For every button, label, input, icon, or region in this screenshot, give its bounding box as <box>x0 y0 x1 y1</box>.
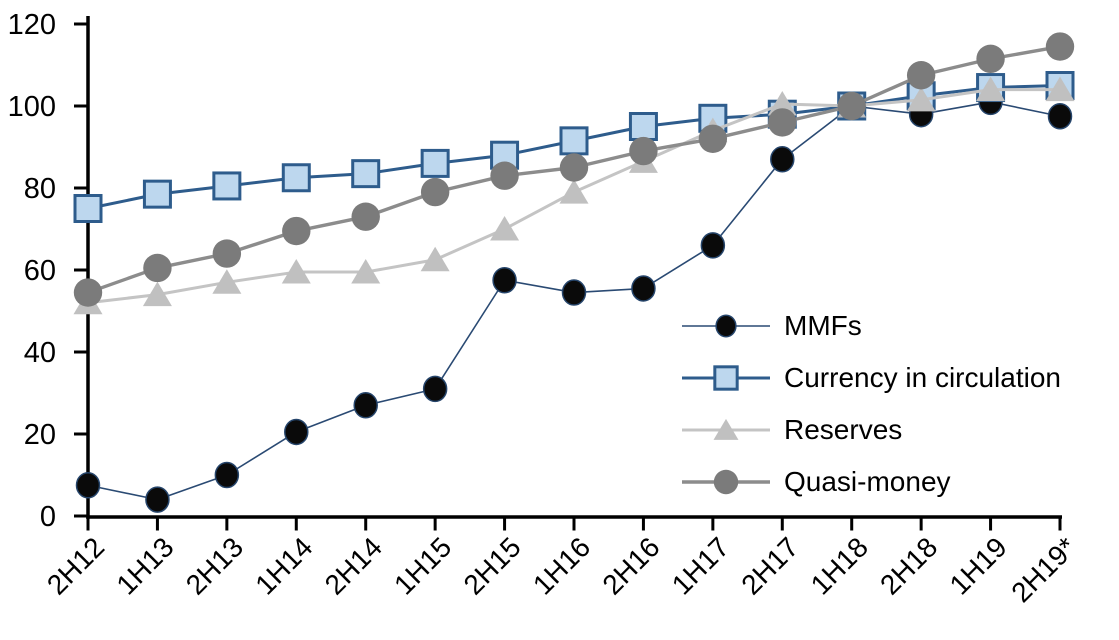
x-axis-label: 2H12 <box>41 531 110 600</box>
x-axis-label: 2H17 <box>735 531 804 600</box>
data-point-gray-circle <box>559 153 589 182</box>
legend-label-currency: Currency in circulation <box>784 362 1061 393</box>
x-axis-label: 1H17 <box>666 531 735 600</box>
data-point-gray-circle <box>420 177 450 207</box>
data-point-gray-triangle <box>142 281 172 307</box>
data-point-gray-circle <box>698 124 728 153</box>
data-point-gray-triangle <box>420 246 450 272</box>
data-point-blue-square <box>142 179 172 209</box>
data-point-black-circle <box>284 418 309 446</box>
data-point-black-circle <box>715 314 737 338</box>
x-axis-label: 1H18 <box>805 531 874 600</box>
data-point-blue-square <box>281 163 311 193</box>
x-axis-label: 1H13 <box>110 531 179 600</box>
legend-marker-swatch <box>682 365 770 391</box>
data-point-gray-triangle <box>212 269 242 294</box>
data-point-gray-circle <box>976 44 1005 74</box>
y-axis-label: 100 <box>8 91 56 123</box>
data-point-gray-triangle <box>713 418 739 440</box>
x-axis-label: 2H19* <box>1005 531 1082 608</box>
data-point-blue-square <box>351 159 381 189</box>
legend-item-reserves: Reserves <box>680 404 1061 456</box>
x-axis-label: 2H18 <box>874 531 943 600</box>
data-point-blue-square <box>420 148 450 178</box>
legend: MMFs Currency in circulation Reserves Qu… <box>680 300 1061 508</box>
y-axis-label: 120 <box>8 9 56 41</box>
data-point-gray-circle <box>768 108 797 137</box>
y-axis-label: 0 <box>40 501 56 533</box>
x-axis-label: 1H15 <box>388 531 457 600</box>
x-axis-label: 2H13 <box>180 531 249 600</box>
reserves-marker-icon <box>680 412 772 448</box>
legend-marker-swatch <box>682 314 770 338</box>
y-axis-label: 80 <box>24 173 56 205</box>
legend-item-quasi-money: Quasi-money <box>680 456 1061 508</box>
data-point-gray-circle <box>837 91 866 121</box>
x-axis-label: 2H15 <box>458 531 527 600</box>
currency-marker-icon <box>680 360 772 396</box>
data-point-blue-square <box>713 365 739 391</box>
data-point-blue-square <box>212 171 242 201</box>
y-axis-label: 40 <box>24 337 56 369</box>
series-quasi-money <box>73 32 1075 307</box>
data-point-gray-triangle <box>490 216 520 241</box>
data-point-gray-circle <box>713 469 739 495</box>
data-point-gray-circle <box>73 278 103 307</box>
legend-marker-swatch <box>682 418 770 440</box>
data-point-black-circle <box>422 375 448 403</box>
data-point-gray-triangle <box>281 259 311 284</box>
data-point-gray-circle <box>1045 32 1075 61</box>
data-point-blue-square <box>73 194 103 223</box>
data-point-black-circle <box>770 146 795 173</box>
x-axis-label: 1H19 <box>944 531 1013 600</box>
x-axis-label: 2H14 <box>319 531 388 600</box>
data-point-gray-circle <box>906 61 936 90</box>
legend-label-quasi-money: Quasi-money <box>784 466 951 497</box>
mmfs-marker-icon <box>680 308 772 344</box>
data-point-gray-triangle <box>976 76 1006 102</box>
data-point-black-circle <box>492 267 517 294</box>
quasi-money-marker-icon <box>680 464 772 500</box>
data-point-blue-square <box>628 112 658 141</box>
data-point-black-circle <box>353 392 378 419</box>
data-point-gray-circle <box>282 216 311 246</box>
data-point-gray-circle <box>629 136 658 166</box>
data-point-blue-square <box>559 126 589 156</box>
x-axis-label: 1H14 <box>249 531 318 600</box>
data-point-gray-circle <box>212 239 242 268</box>
data-point-gray-triangle <box>559 179 589 204</box>
x-axis-label: 1H16 <box>527 531 596 600</box>
data-point-black-circle <box>75 472 101 499</box>
data-point-black-circle <box>561 279 587 306</box>
data-point-black-circle <box>214 461 240 489</box>
y-axis-label: 20 <box>24 419 56 451</box>
data-point-gray-triangle <box>767 90 797 116</box>
data-point-black-circle <box>700 232 726 259</box>
legend-label-reserves: Reserves <box>784 414 903 445</box>
y-axis-label: 60 <box>24 255 56 287</box>
data-point-gray-triangle <box>906 86 936 112</box>
data-point-blue-square <box>490 140 520 170</box>
x-axis-label: 2H16 <box>596 531 665 600</box>
data-point-gray-circle <box>490 161 519 190</box>
data-point-black-circle <box>1047 103 1073 130</box>
legend-item-currency: Currency in circulation <box>680 352 1061 404</box>
data-point-gray-triangle <box>1045 76 1075 102</box>
data-point-black-circle <box>145 486 170 513</box>
data-point-gray-circle <box>143 253 172 283</box>
legend-marker-swatch <box>682 469 770 495</box>
data-point-gray-triangle <box>351 259 381 284</box>
legend-item-mmfs: MMFs <box>680 300 1061 352</box>
legend-label-mmfs: MMFs <box>784 310 862 341</box>
data-point-gray-circle <box>351 202 380 231</box>
data-point-black-circle <box>631 275 656 302</box>
